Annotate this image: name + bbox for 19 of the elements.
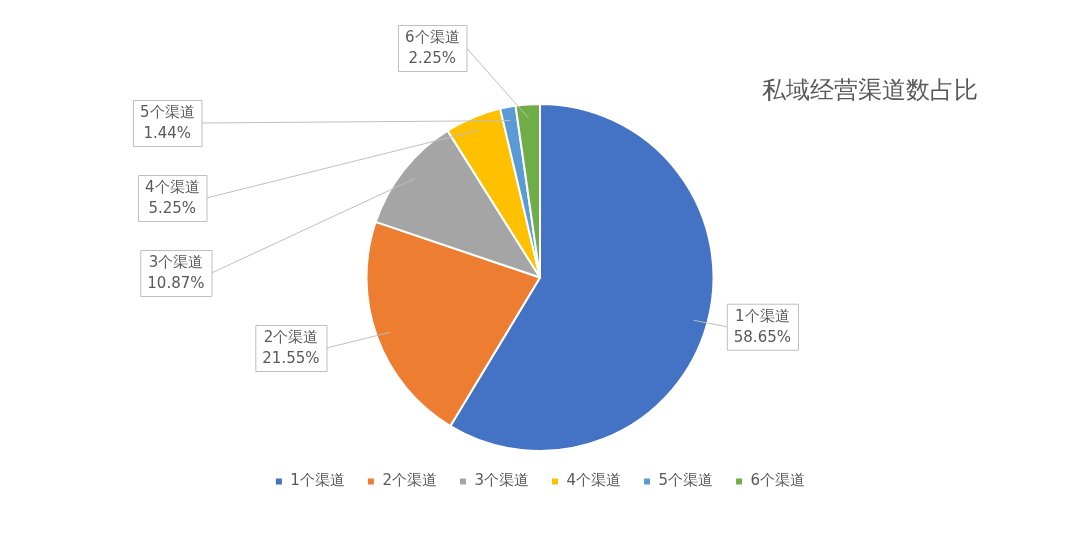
text: 私域经营渠道数占比	[762, 76, 978, 105]
data-label: 58.65%	[733, 327, 791, 346]
data-label: 5.25%	[148, 198, 197, 217]
slice-label: 5个渠道	[139, 102, 195, 121]
slice-label: 6个渠道	[404, 27, 460, 46]
slice-label: 2个渠道	[263, 327, 319, 346]
legend-label: 4个渠道	[566, 471, 622, 490]
legend-label: 1个渠道	[290, 471, 345, 490]
legend-label: 2个渠道	[382, 471, 437, 490]
legend-label: 6个渠道	[750, 471, 806, 490]
slice-label: 3个渠道	[148, 252, 204, 271]
data-label: 2.25%	[408, 48, 457, 67]
slice-label: 1个渠道	[735, 306, 790, 325]
legend-label: 3个渠道	[474, 471, 529, 490]
data-label: 21.55%	[262, 348, 320, 367]
slice-label: 4个渠道	[144, 177, 200, 196]
legend-label: 5个渠道	[658, 471, 714, 490]
data-label: 1.44%	[143, 123, 192, 142]
data-label: 10.87%	[147, 273, 205, 292]
